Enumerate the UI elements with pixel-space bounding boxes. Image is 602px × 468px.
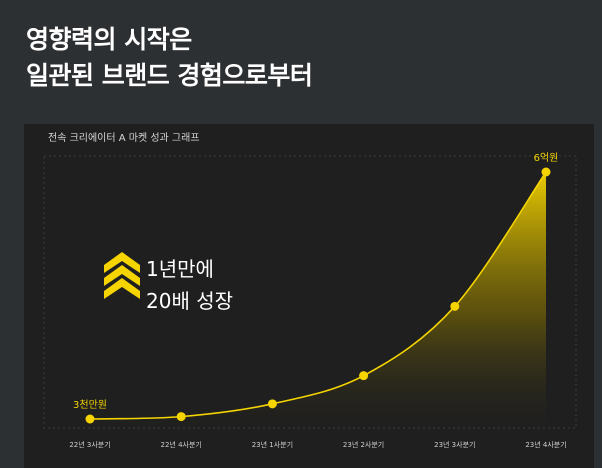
callout-line-2: 20배 성장	[146, 289, 234, 313]
point-value-label: 6억원	[534, 152, 559, 164]
growth-area	[90, 172, 546, 432]
data-point	[267, 399, 277, 409]
headline: 영향력의 시작은 일관된 브랜드 경험으로부터	[26, 22, 313, 94]
double-chevron-up-icon	[104, 252, 140, 299]
x-tick-label: 23년 3사분기	[434, 440, 475, 449]
x-tick-label: 23년 2사분기	[343, 440, 384, 449]
x-tick-label: 23년 1사분기	[252, 440, 293, 449]
headline-line-2: 일관된 브랜드 경험으로부터	[26, 61, 313, 90]
data-point	[450, 301, 460, 311]
growth-callout	[104, 252, 140, 304]
point-value-label: 3천만원	[73, 399, 107, 411]
data-point	[541, 167, 551, 177]
data-point	[359, 371, 369, 381]
data-point	[85, 414, 95, 424]
data-point	[176, 412, 186, 422]
headline-line-1: 영향력의 시작은	[26, 25, 192, 54]
callout-line-1: 1년만에	[146, 257, 214, 281]
chart-title: 전속 크리에이터 A 마켓 성과 그래프	[48, 133, 200, 144]
x-tick-label: 22년 3사분기	[69, 440, 110, 449]
callout-text: 1년만에 20배 성장	[146, 253, 233, 317]
x-tick-label: 22년 4사분기	[161, 440, 202, 449]
x-tick-label: 23년 4사분기	[525, 440, 566, 449]
